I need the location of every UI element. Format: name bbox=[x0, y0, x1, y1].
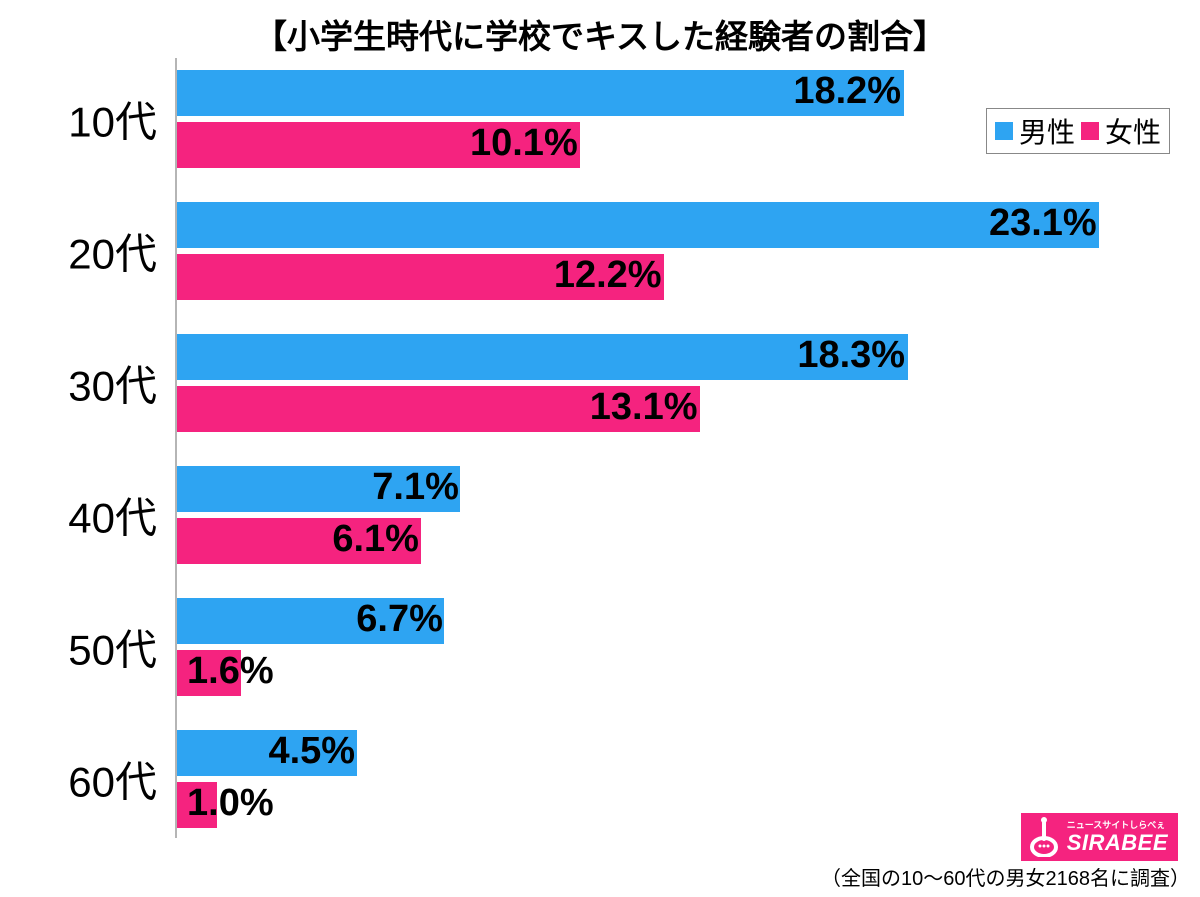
legend-label-female: 女性 bbox=[1105, 111, 1161, 151]
bar-value-label: 23.1% bbox=[989, 202, 1097, 245]
logo-text: ニュースサイトしらべぇ SIRABEE bbox=[1067, 821, 1168, 854]
bar-group: 20代23.1%12.2% bbox=[175, 202, 1175, 300]
bar-value-label: 18.2% bbox=[793, 70, 901, 113]
bar-value-label: 18.3% bbox=[797, 334, 905, 377]
bar-group: 50代6.7%1.6% bbox=[175, 598, 1175, 696]
category-label: 10代 bbox=[68, 89, 157, 150]
y-axis-line bbox=[175, 58, 177, 838]
bar-value-label: 1.6% bbox=[187, 650, 274, 693]
category-label: 40代 bbox=[68, 485, 157, 546]
plot-area: 10代18.2%10.1%20代23.1%12.2%30代18.3%13.1%4… bbox=[175, 58, 1175, 838]
bar bbox=[177, 202, 1099, 248]
bar-value-label: 12.2% bbox=[554, 254, 662, 297]
legend-swatch-female bbox=[1081, 122, 1099, 140]
chart-title: 【小学生時代に学校でキスした経験者の割合】 bbox=[0, 0, 1200, 58]
bar-group: 30代18.3%13.1% bbox=[175, 334, 1175, 432]
legend: 男性 女性 bbox=[986, 108, 1170, 154]
bar-value-label: 7.1% bbox=[372, 466, 459, 509]
category-label: 60代 bbox=[68, 749, 157, 810]
bar-value-label: 6.7% bbox=[356, 598, 443, 641]
logo-icon bbox=[1027, 817, 1061, 857]
legend-swatch-male bbox=[995, 122, 1013, 140]
bar-value-label: 1.0% bbox=[187, 782, 274, 825]
bar-value-label: 6.1% bbox=[332, 518, 419, 561]
logo-subtext: ニュースサイトしらべぇ bbox=[1067, 821, 1168, 830]
footer-note: （全国の10～60代の男女2168名に調査） bbox=[821, 862, 1190, 891]
bar-group: 40代7.1%6.1% bbox=[175, 466, 1175, 564]
category-label: 30代 bbox=[68, 353, 157, 414]
category-label: 20代 bbox=[68, 221, 157, 282]
category-label: 50代 bbox=[68, 617, 157, 678]
logo-maintext: SIRABEE bbox=[1067, 832, 1168, 854]
bar-value-label: 4.5% bbox=[268, 730, 355, 773]
logo: ニュースサイトしらべぇ SIRABEE bbox=[1021, 813, 1178, 861]
bar-value-label: 10.1% bbox=[470, 122, 578, 165]
bar-value-label: 13.1% bbox=[590, 386, 698, 429]
legend-label-male: 男性 bbox=[1019, 111, 1075, 151]
